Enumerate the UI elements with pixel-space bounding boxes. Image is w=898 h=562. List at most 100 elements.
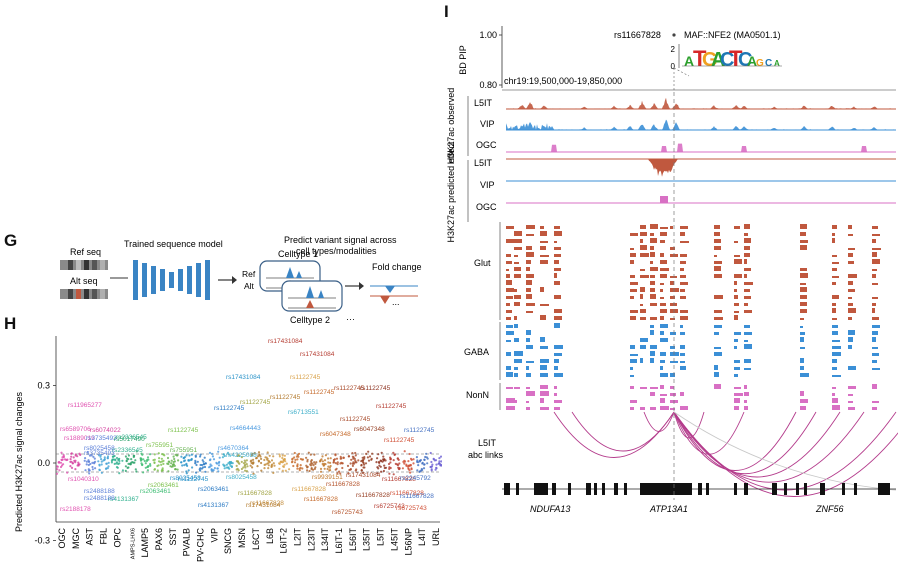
h-data-point [204, 470, 207, 473]
glut-track-row [554, 316, 562, 320]
gaba-track-row [714, 372, 719, 377]
nonn-track-row [872, 401, 879, 403]
glut-track-row [514, 255, 518, 257]
h-data-point [299, 464, 302, 467]
h-data-point [60, 464, 64, 467]
gaba-track-row [660, 338, 668, 342]
h-data-point [78, 452, 81, 455]
glut-track-row [506, 274, 510, 278]
gene-exon [772, 483, 777, 495]
h-data-point [228, 453, 231, 456]
nonn-track-row [554, 407, 560, 410]
glut-track-row [744, 224, 750, 229]
glut-track-row [832, 303, 836, 306]
glut-track-row [800, 224, 807, 229]
glut-track-row [650, 275, 655, 278]
h-data-point [430, 468, 433, 471]
h-data-point [293, 456, 296, 459]
h-data-point [69, 458, 72, 461]
h-data-point [129, 462, 132, 465]
glut-track-row [872, 303, 876, 306]
h-data-point [352, 461, 355, 464]
h-data-point [110, 461, 113, 464]
h-data-point [196, 460, 199, 463]
h-data-point [329, 457, 332, 460]
h-rs-label: rs755951 [146, 442, 173, 449]
gaba-track-row [514, 338, 519, 342]
h-data-point [355, 468, 358, 471]
h-data-point [97, 454, 101, 457]
glut-track-row [514, 316, 517, 320]
h-xtick-label: PVALB [182, 528, 192, 556]
nonn-track-row [506, 398, 515, 403]
obs-ogc-track [506, 143, 896, 152]
gene-exon [744, 483, 748, 495]
glut-track-row [680, 254, 687, 257]
nonn-track-row [554, 400, 562, 403]
nonn-track-row [630, 400, 637, 403]
celltype-2-label: Celltype 2 [290, 315, 330, 325]
h-rs-label: rs1122745 [360, 385, 391, 392]
h-data-point [245, 459, 248, 462]
gaba-track-row [872, 325, 880, 328]
glut-track-row [554, 268, 561, 271]
gaba-track-row [832, 331, 838, 335]
h-data-point [153, 453, 156, 456]
h-data-point [130, 458, 133, 461]
h-data-point [240, 460, 243, 463]
glut-track-row [526, 274, 534, 278]
gene-exon [820, 483, 825, 495]
h-data-point [127, 454, 130, 457]
glut-track-row [680, 275, 686, 278]
h-ytick-label: 0.3 [37, 381, 50, 391]
h-data-point [306, 466, 309, 469]
h-data-point [235, 464, 238, 467]
glut-track-row [526, 288, 531, 292]
h-rs-label: rs2245792 [400, 475, 431, 482]
gaba-track-row [800, 366, 804, 370]
glut-track-row [630, 260, 634, 264]
glut-track-row [734, 289, 737, 292]
glut-track-row [744, 289, 750, 292]
h-data-point [296, 467, 299, 470]
predict-title-2: cell types/modalities [296, 246, 377, 256]
glut-track-row [650, 238, 657, 243]
h-xtick-label: URL [431, 528, 441, 546]
h-data-point [91, 465, 94, 469]
h-data-point [396, 464, 400, 467]
h-data-point [378, 461, 381, 464]
h-rs-label: rs1122745 [240, 399, 271, 406]
h-ylabel: Predicted H3K27ac signal changes [14, 391, 24, 532]
h-data-point [156, 469, 159, 472]
glut-track-row [714, 232, 720, 236]
motif-letter: A [747, 53, 757, 69]
glut-track-row [514, 267, 521, 271]
h-data-point [223, 467, 226, 470]
h-data-point [244, 469, 247, 472]
h-data-point [426, 462, 429, 465]
h-data-point [87, 468, 90, 471]
h-data-point [285, 462, 288, 465]
gene-exon [878, 483, 890, 495]
h-data-point [84, 469, 87, 472]
h-data-point [213, 467, 216, 470]
h-xtick-label: L5IT [376, 528, 386, 547]
h-data-point [319, 459, 322, 462]
gaba-track-row [872, 331, 878, 335]
h-data-point [273, 464, 276, 467]
nonn-track-row [660, 406, 669, 410]
gaba-track-row [554, 353, 562, 356]
h-data-point [199, 453, 202, 456]
h-data-point [349, 462, 352, 465]
h-xtick-label: FBL [99, 528, 109, 545]
nonn-track-row [800, 399, 808, 403]
h-data-point [223, 454, 226, 458]
h-data-point [293, 461, 297, 464]
h-data-point [182, 456, 185, 459]
h-data-point [423, 463, 426, 466]
h-data-point [244, 461, 247, 464]
h-data-point [246, 465, 249, 468]
h-data-point [149, 463, 152, 466]
gaba-track-row [650, 351, 655, 356]
nonn-track-row [744, 385, 747, 389]
